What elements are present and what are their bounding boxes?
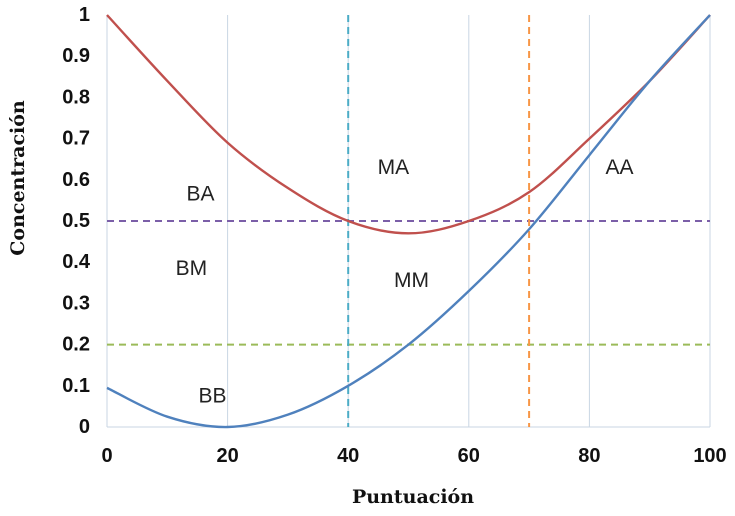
x-axis-title: Puntuación xyxy=(352,486,474,508)
region-label-mm: MM xyxy=(394,269,429,292)
y-tick-label-4: 0.4 xyxy=(62,251,91,273)
curves xyxy=(106,14,711,429)
region-label-bm: BM xyxy=(176,257,208,280)
x-tick-label-1: 20 xyxy=(216,445,238,467)
y-tick-label-8: 0.8 xyxy=(62,86,90,108)
y-tick-label-10: 1 xyxy=(79,4,90,26)
y-tick-label-7: 0.7 xyxy=(62,128,90,150)
y-tick-label-3: 0.3 xyxy=(62,292,90,314)
region-label-aa: AA xyxy=(606,156,634,179)
x-tick-label-2: 40 xyxy=(337,445,359,467)
y-tick-label-0: 0 xyxy=(79,416,90,438)
y-tick-label-6: 0.6 xyxy=(62,169,90,191)
series-line-lower xyxy=(106,14,711,429)
region-label-bb: BB xyxy=(199,385,227,408)
x-tick-label-4: 80 xyxy=(578,445,600,467)
region-label-ba: BA xyxy=(186,183,214,206)
x-tick-labels: 0 20 40 60 80 100 xyxy=(101,445,726,467)
y-tick-label-1: 0.1 xyxy=(62,375,90,397)
y-tick-labels: 0 0.1 0.2 0.3 0.4 0.5 0.6 0.7 0.8 0.9 1 xyxy=(62,4,91,438)
y-tick-label-9: 0.9 xyxy=(62,45,90,67)
y-tick-label-2: 0.2 xyxy=(62,334,90,356)
y-tick-label-5: 0.5 xyxy=(62,210,90,232)
y-axis-title: Concentración xyxy=(7,100,29,256)
x-tick-label-0: 0 xyxy=(101,445,112,467)
reference-lines xyxy=(107,15,710,427)
region-labels: BA BM BB MA MM AA xyxy=(176,156,634,408)
x-tick-label-5: 100 xyxy=(693,445,726,467)
x-tick-label-3: 60 xyxy=(458,445,480,467)
region-label-ma: MA xyxy=(378,156,410,179)
series-line-upper xyxy=(106,14,711,235)
